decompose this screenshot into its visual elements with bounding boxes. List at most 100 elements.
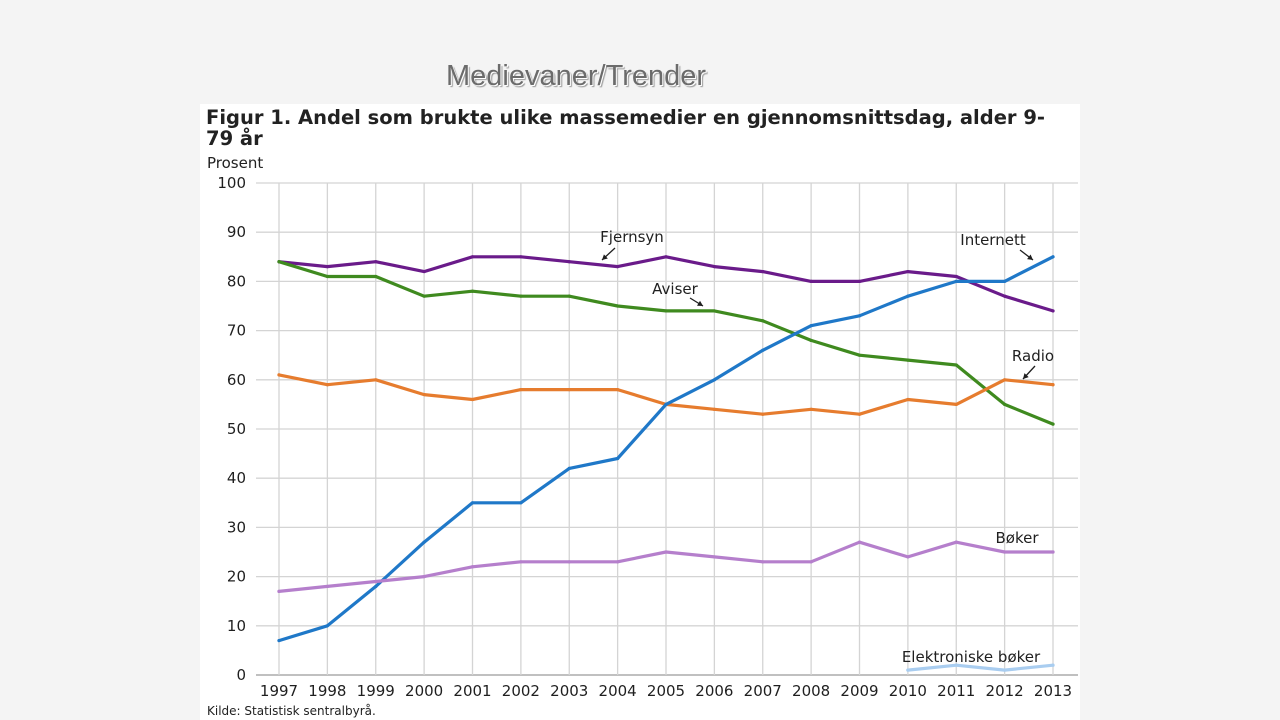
point-internett-2010 bbox=[906, 294, 910, 298]
point-aviser-2007 bbox=[761, 319, 765, 323]
figure-panel bbox=[200, 104, 1080, 720]
point-boker-2002 bbox=[519, 560, 523, 564]
point-internett-2009 bbox=[857, 314, 862, 318]
point-aviser-2012 bbox=[1003, 402, 1007, 406]
point-aviser-2009 bbox=[857, 353, 862, 357]
x-tick-2009: 2009 bbox=[840, 682, 878, 700]
point-elektroniske-boker-2013 bbox=[1051, 663, 1055, 667]
point-boker-2007 bbox=[761, 560, 765, 564]
point-aviser-2013 bbox=[1051, 422, 1055, 426]
point-fjernsyn-2008 bbox=[809, 279, 813, 283]
x-tick-1999: 1999 bbox=[357, 682, 395, 700]
point-internett-2004 bbox=[616, 456, 620, 461]
point-aviser-2000 bbox=[422, 294, 426, 298]
point-aviser-2002 bbox=[519, 294, 523, 298]
point-aviser-2008 bbox=[809, 338, 813, 343]
point-aviser-2001 bbox=[470, 289, 475, 293]
point-fjernsyn-2012 bbox=[1003, 294, 1007, 298]
point-internett-2013 bbox=[1051, 255, 1055, 259]
point-radio-2007 bbox=[761, 412, 765, 416]
annotation-arrowhead-aviser bbox=[697, 300, 703, 306]
point-internett-2006 bbox=[712, 378, 716, 382]
y-tick-20: 20 bbox=[227, 568, 246, 586]
annotation-arrowhead-fjernsyn bbox=[602, 254, 608, 260]
point-elektroniske-boker-2010 bbox=[906, 668, 910, 672]
point-elektroniske-boker-2012 bbox=[1003, 668, 1007, 672]
point-elektroniske-boker-2011 bbox=[954, 663, 958, 667]
annotation-radio: Radio bbox=[1012, 347, 1054, 365]
annotation-elektroniske-boker: Elektroniske bøker bbox=[902, 648, 1041, 666]
point-aviser-2010 bbox=[906, 358, 910, 362]
point-fjernsyn-2007 bbox=[761, 269, 765, 274]
series-boker bbox=[277, 540, 1055, 593]
source-note: Kilde: Statistisk sentralbyrå. bbox=[207, 704, 376, 718]
point-aviser-2003 bbox=[567, 294, 571, 298]
point-radio-1997 bbox=[277, 373, 281, 377]
point-fjernsyn-2003 bbox=[567, 260, 571, 264]
series-aviser bbox=[277, 260, 1055, 426]
point-boker-1998 bbox=[325, 584, 329, 589]
x-tick-2004: 2004 bbox=[599, 682, 637, 700]
point-aviser-1999 bbox=[374, 274, 378, 279]
point-fjernsyn-2009 bbox=[857, 279, 862, 283]
x-tick-1997: 1997 bbox=[260, 682, 298, 700]
y-tick-10: 10 bbox=[227, 617, 246, 635]
point-aviser-1997 bbox=[277, 260, 281, 264]
point-radio-2000 bbox=[422, 392, 426, 397]
chart-title: Figur 1. Andel som brukte ulike massemed… bbox=[206, 106, 1045, 150]
x-tick-2002: 2002 bbox=[502, 682, 540, 700]
point-boker-2001 bbox=[470, 565, 475, 569]
point-fjernsyn-2013 bbox=[1051, 309, 1055, 313]
y-tick-80: 80 bbox=[227, 272, 246, 290]
x-tick-2006: 2006 bbox=[695, 682, 733, 700]
point-radio-2001 bbox=[470, 397, 475, 402]
point-radio-2003 bbox=[567, 388, 571, 392]
x-tick-2010: 2010 bbox=[889, 682, 927, 700]
point-radio-2002 bbox=[519, 388, 523, 392]
point-radio-2011 bbox=[954, 402, 958, 406]
y-tick-30: 30 bbox=[227, 518, 246, 536]
annotation-fjernsyn: Fjernsyn bbox=[600, 228, 664, 246]
point-aviser-2006 bbox=[712, 309, 716, 313]
point-fjernsyn-2001 bbox=[470, 255, 475, 259]
point-fjernsyn-2004 bbox=[616, 265, 620, 269]
tick-layer: 0 10 20 30 40 50 60 70 80 90 100 1997 1998 1999 2000 20… bbox=[217, 174, 1072, 700]
point-radio-2009 bbox=[857, 412, 862, 416]
point-internett-2012 bbox=[1003, 279, 1007, 283]
point-fjernsyn-2002 bbox=[519, 255, 523, 259]
series-layer bbox=[277, 255, 1055, 672]
annotation-aviser: Aviser bbox=[652, 280, 698, 298]
annotation-arrowhead-radio bbox=[1023, 373, 1029, 379]
point-internett-2007 bbox=[761, 348, 765, 352]
point-internett-2001 bbox=[470, 501, 475, 505]
point-fjernsyn-2010 bbox=[906, 269, 910, 274]
annotation-layer: Fjernsyn Aviser Internett Radio Bøker Elektro… bbox=[600, 228, 1054, 666]
y-tick-90: 90 bbox=[227, 223, 246, 241]
x-tick-1998: 1998 bbox=[308, 682, 346, 700]
point-boker-2008 bbox=[809, 560, 813, 564]
point-radio-1999 bbox=[374, 378, 378, 382]
y-tick-70: 70 bbox=[227, 322, 246, 340]
point-boker-2011 bbox=[954, 540, 958, 544]
point-boker-2012 bbox=[1003, 550, 1007, 554]
y-tick-0: 0 bbox=[236, 666, 246, 684]
series-fjernsyn bbox=[277, 255, 1055, 313]
point-aviser-2004 bbox=[616, 304, 620, 308]
point-boker-1999 bbox=[374, 579, 378, 584]
point-boker-1997 bbox=[277, 589, 281, 593]
point-boker-2010 bbox=[906, 555, 910, 559]
point-fjernsyn-2000 bbox=[422, 269, 426, 274]
point-aviser-2005 bbox=[664, 309, 668, 313]
annotation-boker: Bøker bbox=[995, 529, 1039, 547]
slide-title: Medievaner/Trender bbox=[446, 60, 707, 92]
y-tick-60: 60 bbox=[227, 371, 246, 389]
x-tick-2013: 2013 bbox=[1034, 682, 1072, 700]
x-tick-2012: 2012 bbox=[986, 682, 1024, 700]
point-internett-1998 bbox=[325, 624, 329, 628]
point-internett-1999 bbox=[374, 584, 378, 589]
line-elektroniske-boker bbox=[906, 663, 1055, 672]
point-internett-2000 bbox=[422, 540, 426, 544]
x-tick-2007: 2007 bbox=[744, 682, 782, 700]
point-boker-2013 bbox=[1051, 550, 1055, 554]
y-tick-100: 100 bbox=[217, 174, 246, 192]
